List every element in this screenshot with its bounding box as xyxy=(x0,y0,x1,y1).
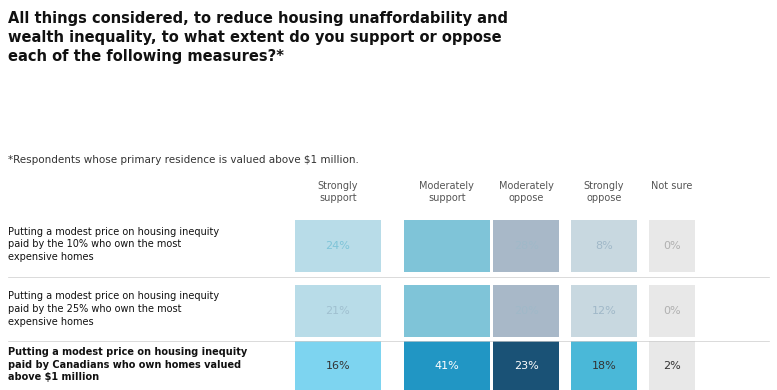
Text: Strongly
oppose: Strongly oppose xyxy=(584,181,625,203)
Text: 20%: 20% xyxy=(514,306,538,316)
Text: Strongly
support: Strongly support xyxy=(318,181,358,203)
Text: 47%: 47% xyxy=(434,306,459,316)
Text: 2%: 2% xyxy=(664,362,681,371)
Text: Putting a modest price on housing inequity
paid by the 25% who own the most
expe: Putting a modest price on housing inequi… xyxy=(8,291,219,327)
FancyBboxPatch shape xyxy=(404,341,490,390)
Text: 0%: 0% xyxy=(664,241,681,251)
FancyBboxPatch shape xyxy=(571,341,637,390)
Text: 8%: 8% xyxy=(595,241,613,251)
FancyBboxPatch shape xyxy=(649,220,695,272)
FancyBboxPatch shape xyxy=(649,341,695,390)
Text: *Respondents whose primary residence is valued above $1 million.: *Respondents whose primary residence is … xyxy=(8,154,359,165)
Text: 24%: 24% xyxy=(326,241,350,251)
Text: Moderately
support: Moderately support xyxy=(420,181,474,203)
Text: 28%: 28% xyxy=(514,241,539,251)
Text: Not sure: Not sure xyxy=(651,181,693,191)
FancyBboxPatch shape xyxy=(571,285,637,337)
Text: Putting a modest price on housing inequity
paid by the 10% who own the most
expe: Putting a modest price on housing inequi… xyxy=(8,227,219,262)
FancyBboxPatch shape xyxy=(404,220,490,272)
FancyBboxPatch shape xyxy=(649,285,695,337)
Text: 40%: 40% xyxy=(434,241,459,251)
FancyBboxPatch shape xyxy=(295,285,381,337)
Text: 23%: 23% xyxy=(514,362,538,371)
Text: 18%: 18% xyxy=(592,362,616,371)
Text: 41%: 41% xyxy=(434,362,459,371)
Text: 0%: 0% xyxy=(664,306,681,316)
Text: Moderately
oppose: Moderately oppose xyxy=(499,181,554,203)
Text: 21%: 21% xyxy=(326,306,350,316)
Text: Putting a modest price on housing inequity
paid by Canadians who own homes value: Putting a modest price on housing inequi… xyxy=(8,347,247,382)
FancyBboxPatch shape xyxy=(571,220,637,272)
Text: 16%: 16% xyxy=(326,362,350,371)
FancyBboxPatch shape xyxy=(493,341,559,390)
FancyBboxPatch shape xyxy=(493,285,559,337)
FancyBboxPatch shape xyxy=(295,341,381,390)
Text: 12%: 12% xyxy=(592,306,616,316)
FancyBboxPatch shape xyxy=(404,285,490,337)
Text: All things considered, to reduce housing unaffordability and
wealth inequality, : All things considered, to reduce housing… xyxy=(8,11,508,64)
FancyBboxPatch shape xyxy=(295,220,381,272)
FancyBboxPatch shape xyxy=(493,220,559,272)
